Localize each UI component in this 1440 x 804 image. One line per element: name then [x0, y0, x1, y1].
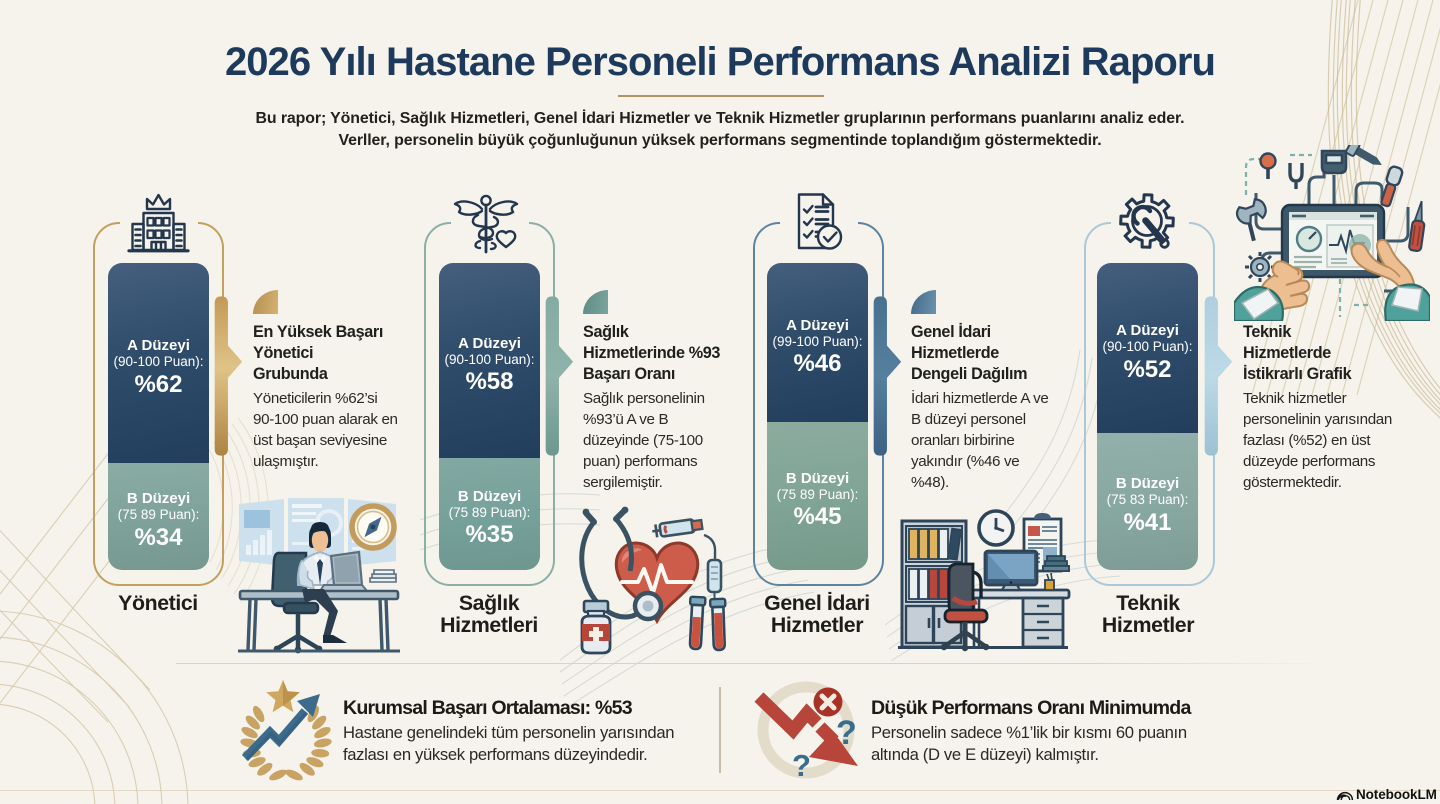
svg-text:?: ?	[792, 748, 811, 783]
svg-text:?: ?	[836, 714, 857, 752]
